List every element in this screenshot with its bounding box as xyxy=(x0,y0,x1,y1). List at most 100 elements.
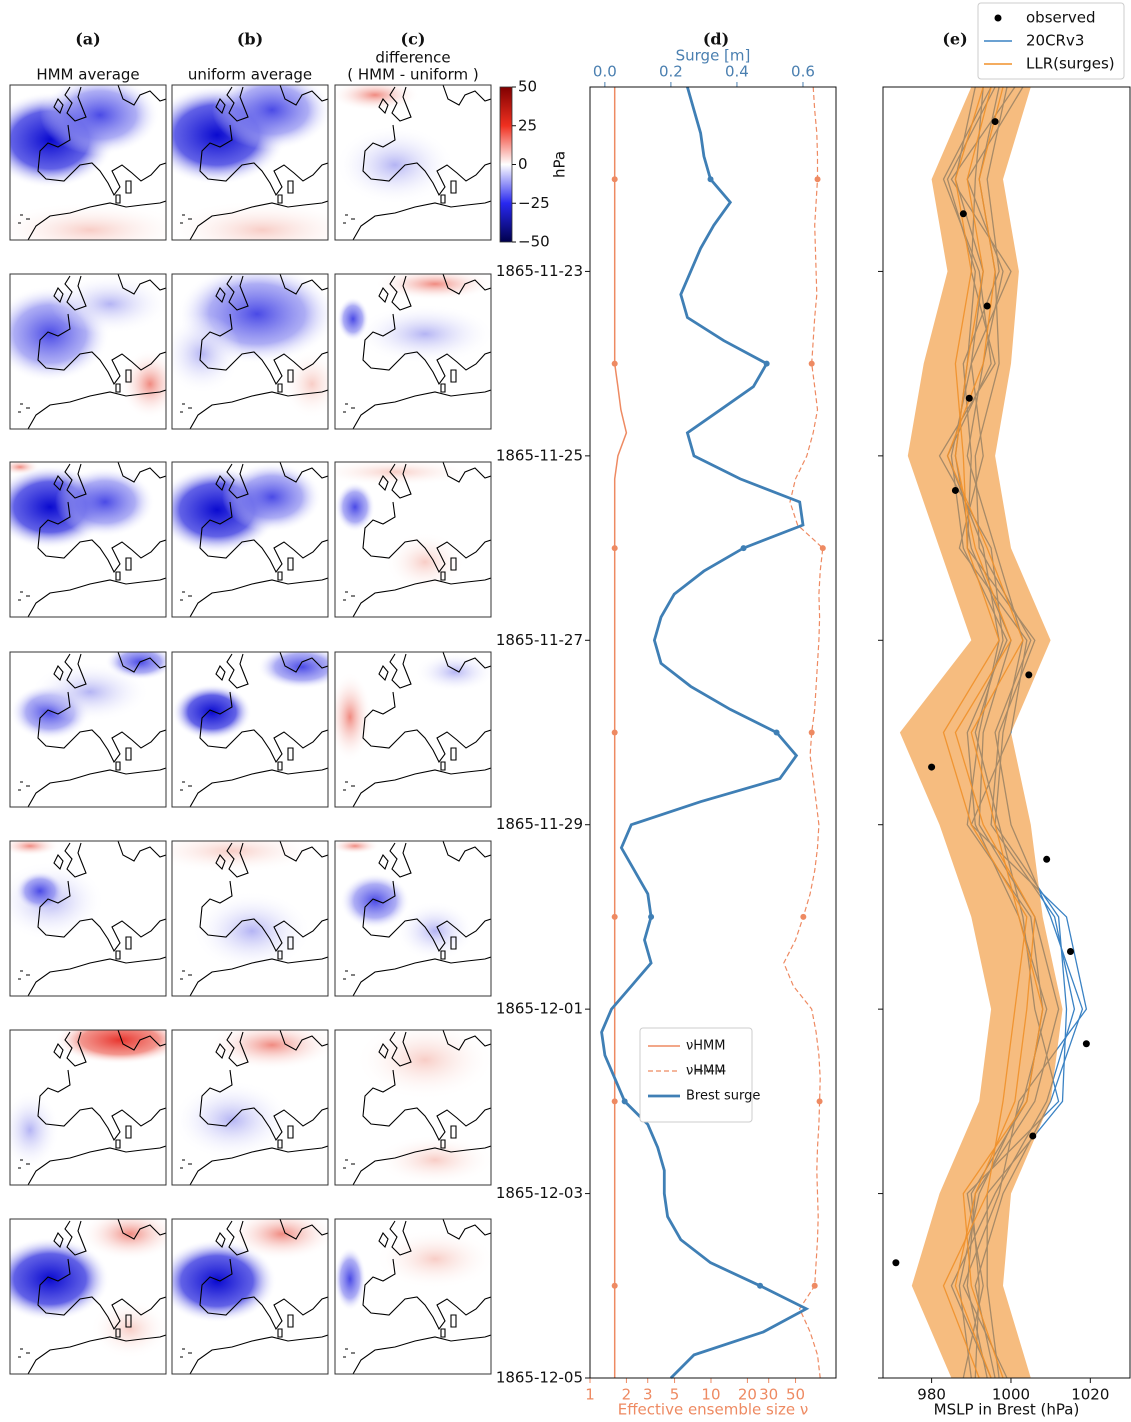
pressure-anomaly xyxy=(335,841,380,854)
map xyxy=(9,273,167,430)
map-field xyxy=(10,85,166,240)
colorbar-tick-label: 25 xyxy=(518,116,537,134)
pressure-anomaly xyxy=(30,662,150,722)
y-tick-label: 1865-12-01 xyxy=(496,1000,583,1018)
map-frame xyxy=(9,1218,167,1375)
panel-title: difference xyxy=(375,49,450,67)
x-tick-label: 1020 xyxy=(1071,1386,1109,1404)
map-field xyxy=(335,652,491,807)
panel-label: (e) xyxy=(942,30,967,49)
map-field xyxy=(172,1030,328,1185)
map-frame xyxy=(9,651,167,808)
series-marker xyxy=(816,1098,823,1105)
pressure-anomaly xyxy=(120,349,166,419)
series-marker xyxy=(611,360,618,367)
series-line xyxy=(783,86,824,1379)
legend-label: observed xyxy=(1026,9,1096,27)
y-tick-label: 1865-11-29 xyxy=(496,815,583,833)
pressure-anomaly xyxy=(335,482,375,532)
map-field xyxy=(10,1219,166,1374)
pressure-anomaly xyxy=(172,1239,277,1323)
map-frame xyxy=(9,461,167,618)
map-field xyxy=(10,1030,166,1185)
map xyxy=(171,1029,329,1186)
map-frame xyxy=(9,840,167,997)
pressure-anomaly xyxy=(80,1219,166,1260)
map-field xyxy=(335,462,491,617)
series-marker xyxy=(740,545,747,552)
map-field xyxy=(172,85,328,240)
series-marker xyxy=(814,176,821,183)
pressure-anomaly xyxy=(415,652,491,692)
map xyxy=(334,651,492,808)
map-frame xyxy=(334,84,492,241)
x-tick-label: 50 xyxy=(786,1386,805,1404)
pressure-anomaly xyxy=(335,125,455,205)
map-field xyxy=(10,652,166,807)
series-marker xyxy=(611,176,618,183)
map-field xyxy=(172,841,328,996)
pressure-anomaly xyxy=(335,1247,366,1311)
map-frame xyxy=(171,273,329,430)
series-marker xyxy=(757,1282,764,1289)
legend-label: νHMM xyxy=(686,1039,725,1054)
map xyxy=(9,461,167,618)
series-marker xyxy=(611,1098,618,1105)
observation xyxy=(965,394,973,402)
panel-label: (b) xyxy=(237,30,263,49)
observation xyxy=(1082,1040,1090,1048)
pressure-anomaly xyxy=(172,684,252,740)
pressure-anomaly xyxy=(192,891,312,971)
x-tick-label: 980 xyxy=(917,1386,946,1404)
observation xyxy=(1025,671,1033,679)
spread-band xyxy=(899,87,1063,1378)
map xyxy=(171,840,329,997)
pressure-anomaly xyxy=(172,200,328,240)
map-frame xyxy=(334,273,492,430)
pressure-anomaly xyxy=(335,85,420,111)
pressure-anomaly xyxy=(172,841,322,873)
panel-label: (a) xyxy=(75,30,101,49)
panel-title: HMM average xyxy=(36,66,139,84)
x-tick-label: 10 xyxy=(701,1386,720,1404)
pressure-anomaly xyxy=(282,349,328,419)
map-field xyxy=(335,1219,491,1374)
map-field xyxy=(172,274,328,429)
pressure-anomaly xyxy=(375,274,491,300)
pressure-anomaly xyxy=(55,467,155,537)
plot-frame xyxy=(882,86,1131,1379)
x-tick-label: 30 xyxy=(759,1386,778,1404)
pressure-anomaly xyxy=(335,672,372,762)
map-field xyxy=(335,274,491,429)
series-marker xyxy=(808,360,815,367)
x-axis-title: MSLP in Brest (hPa) xyxy=(934,1401,1080,1419)
map-frame xyxy=(171,1029,329,1186)
observation xyxy=(1043,855,1051,863)
y-tick-label: 1865-11-23 xyxy=(496,262,583,280)
x2-tick-label: 0.2 xyxy=(659,63,683,81)
series-marker xyxy=(800,913,807,920)
series-marker xyxy=(648,913,655,920)
x-tick-label: 1000 xyxy=(992,1386,1030,1404)
pressure-anomaly xyxy=(335,462,475,486)
map-field xyxy=(172,1219,328,1374)
pressure-anomaly xyxy=(40,85,160,155)
panel-label: (d) xyxy=(703,30,729,49)
map xyxy=(171,651,329,808)
map-frame xyxy=(171,651,329,808)
map xyxy=(334,84,492,241)
series-marker xyxy=(773,729,780,736)
series-marker xyxy=(763,360,770,367)
pressure-anomaly xyxy=(375,1135,491,1185)
map xyxy=(171,1218,329,1375)
legend-box xyxy=(977,2,1125,80)
ensemble-member xyxy=(946,86,1044,1379)
map xyxy=(9,1029,167,1186)
legend-label: νH̶M̶M̶ xyxy=(686,1064,725,1079)
observation xyxy=(951,486,959,494)
map xyxy=(9,84,167,241)
map xyxy=(334,1218,492,1375)
observation xyxy=(1029,1132,1037,1140)
